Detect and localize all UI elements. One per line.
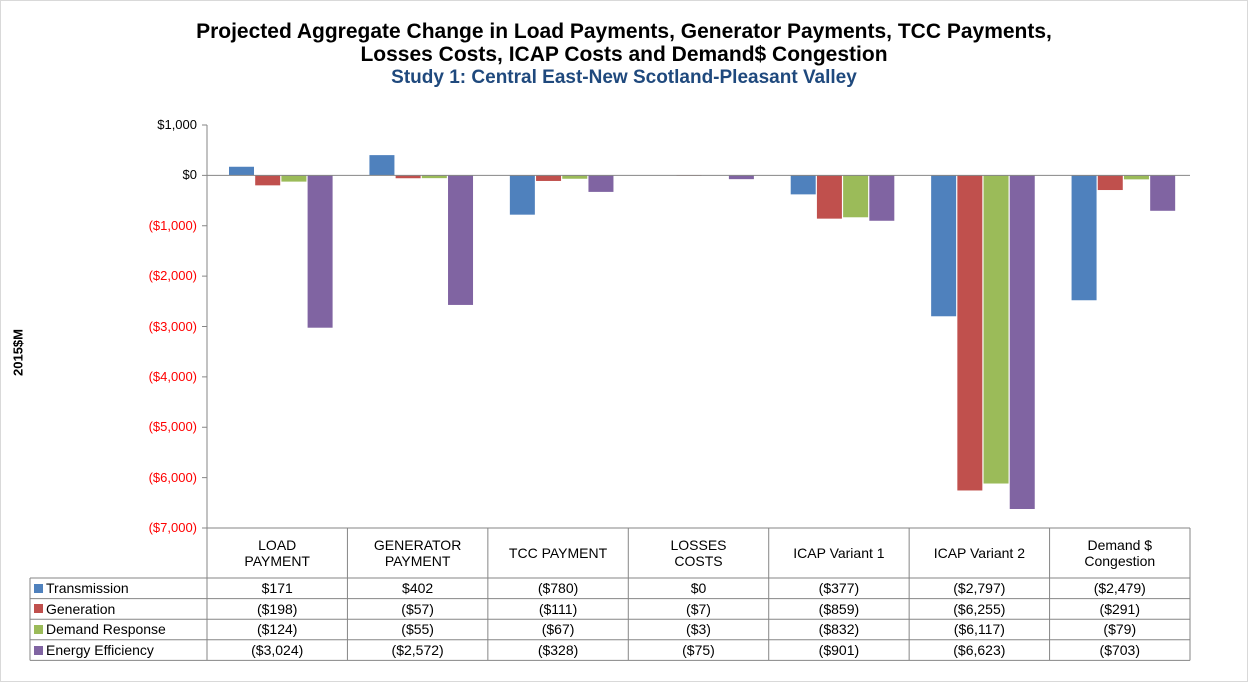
table-header: LOSSES COSTS — [628, 528, 768, 578]
table-value: ($111) — [538, 600, 578, 617]
legend-swatch — [34, 645, 43, 655]
legend-swatch — [34, 583, 43, 593]
table-header: TCC PAYMENT — [488, 528, 628, 578]
table-header: ICAP Variant 2 — [909, 528, 1049, 578]
table-value: ($6,623) — [953, 642, 1006, 659]
y-tick-label: ($2,000) — [148, 268, 197, 284]
table-value: ($2,572) — [391, 642, 444, 659]
bar — [983, 175, 1009, 484]
table-value: ($328) — [537, 642, 579, 659]
y-tick-label: $1,000 — [157, 117, 197, 132]
bar — [395, 175, 421, 179]
bar — [369, 155, 395, 176]
table-value: ($703) — [1099, 642, 1140, 659]
bar — [562, 175, 588, 179]
legend-swatch — [34, 624, 43, 634]
bar — [229, 166, 254, 176]
table-value: ($57) — [401, 600, 434, 617]
table-value: ($3,024) — [251, 642, 304, 659]
bar — [448, 175, 474, 305]
legend-entry: Energy Efficiency — [30, 640, 207, 661]
bar — [421, 175, 447, 179]
category-label: ICAP Variant 1 — [793, 545, 885, 561]
bar — [869, 175, 895, 221]
bar — [307, 175, 333, 328]
category-label: LOAD PAYMENT — [244, 537, 310, 569]
category-label: TCC PAYMENT — [508, 545, 608, 561]
bar — [509, 175, 535, 215]
bar — [790, 175, 816, 195]
table-value: ($6,117) — [953, 621, 1005, 638]
table-value: ($7) — [686, 600, 711, 617]
bar — [536, 175, 562, 181]
chart-subtitle: Study 1: Central East-New Scotland-Pleas… — [391, 67, 857, 88]
legend-entry: Demand Response — [30, 619, 207, 640]
table-header: LOAD PAYMENT — [207, 528, 347, 578]
table-header: GENERATOR PAYMENT — [347, 528, 487, 578]
table-value: ($859) — [818, 600, 860, 617]
table-value: ($832) — [818, 621, 860, 638]
table-value: ($79) — [1103, 621, 1137, 638]
y-tick-label: $0 — [182, 167, 197, 183]
table-value: $171 — [261, 580, 293, 597]
bar — [1123, 175, 1149, 180]
y-tick-label: ($3,000) — [148, 318, 197, 334]
table-header: Demand $ Congestion — [1050, 528, 1190, 578]
y-axis-title: 2015$M — [10, 329, 26, 376]
table-value: ($124) — [256, 621, 298, 638]
bar — [931, 175, 957, 317]
category-label: Demand $ Congestion — [1084, 537, 1156, 569]
table-value: ($780) — [537, 580, 579, 597]
table-value: ($67) — [541, 621, 575, 638]
legend-label: Demand Response — [46, 621, 166, 638]
table-value: ($55) — [401, 621, 434, 638]
bar — [728, 175, 754, 180]
legend-label: Energy Efficiency — [46, 642, 154, 659]
table-value: $0 — [690, 580, 707, 597]
legend-label: Generation — [46, 600, 116, 617]
table-value: ($75) — [682, 642, 715, 659]
bar — [1009, 175, 1035, 510]
bar — [588, 175, 614, 192]
bar — [1150, 175, 1176, 211]
table-value: ($377) — [818, 580, 860, 597]
table-value: ($198) — [256, 600, 298, 617]
y-tick-label: ($5,000) — [148, 419, 197, 435]
y-tick-label: ($4,000) — [148, 368, 197, 384]
bar — [281, 175, 307, 182]
table-header: ICAP Variant 1 — [769, 528, 909, 578]
table-value: ($2,797) — [953, 580, 1006, 597]
legend-entry: Transmission — [30, 578, 207, 599]
category-label: ICAP Variant 2 — [933, 545, 1025, 561]
table-value: ($291) — [1099, 600, 1140, 617]
bar — [843, 175, 869, 218]
y-tick-label: ($1,000) — [148, 217, 197, 233]
y-tick-label: ($7,000) — [148, 520, 197, 535]
bar — [816, 175, 842, 219]
category-label: LOSSES COSTS — [670, 537, 727, 569]
bar — [957, 175, 983, 491]
legend-entry: Generation — [30, 599, 207, 620]
bar — [255, 175, 281, 186]
legend-label: Transmission — [46, 580, 129, 597]
category-label: GENERATOR PAYMENT — [373, 537, 462, 569]
table-value: $402 — [402, 580, 434, 597]
table-value: ($2,479) — [1093, 580, 1146, 597]
bar — [1071, 175, 1097, 301]
table-value: ($901) — [818, 642, 860, 659]
legend-swatch — [34, 604, 43, 614]
bar — [1097, 175, 1123, 191]
table-value: ($6,255) — [953, 600, 1006, 617]
y-tick-label: ($6,000) — [148, 469, 197, 485]
table-value: ($3) — [686, 621, 711, 638]
chart-title: Projected Aggregate Change in Load Payme… — [196, 20, 1052, 66]
